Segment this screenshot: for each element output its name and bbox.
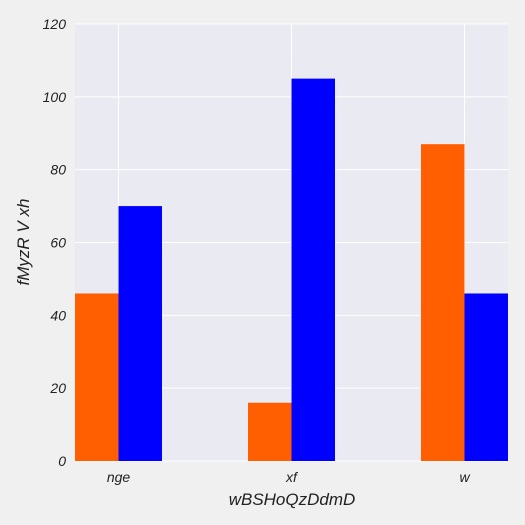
bar-series-1-nge [75, 293, 119, 461]
bar-series-1-xf [248, 402, 292, 461]
bar-series-2-w [464, 293, 508, 461]
y-tick-label: 0 [58, 453, 66, 469]
bar-series-2-nge [118, 206, 162, 461]
y-tick-labels: 0 20 40 60 80 100 120 [43, 16, 67, 469]
y-tick-label: 80 [50, 162, 66, 178]
bars [75, 78, 508, 462]
y-tick-label: 40 [50, 307, 66, 323]
y-tick-label: 120 [43, 16, 67, 32]
y-axis-label: fMyzR V xh [14, 199, 33, 286]
bar-series-2-xf [291, 78, 335, 461]
y-tick-label: 60 [50, 235, 66, 251]
x-tick-labels: nge xf w [107, 469, 471, 485]
x-tick-label: w [459, 469, 470, 485]
x-tick-label: xf [285, 469, 299, 485]
y-tick-label: 20 [49, 380, 66, 396]
x-tick-label: nge [107, 469, 131, 485]
x-axis-label: wBSHoQzDdmD [229, 490, 356, 509]
bar-series-1-w [421, 144, 465, 462]
y-tick-label: 100 [43, 89, 67, 105]
